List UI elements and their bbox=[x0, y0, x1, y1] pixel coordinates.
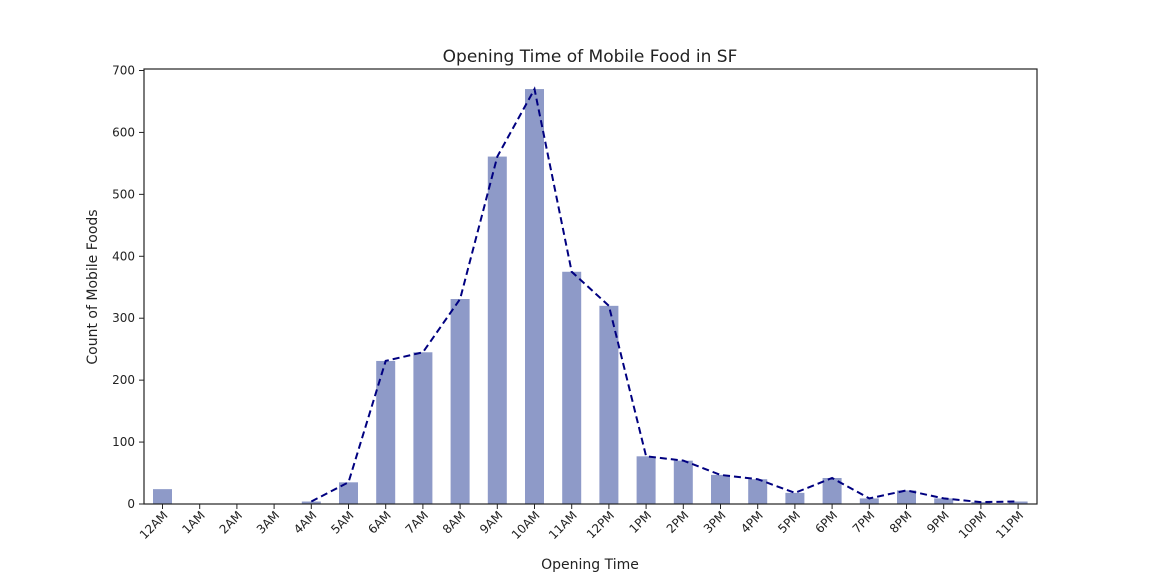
y-tick-label-100: 100 bbox=[112, 435, 135, 449]
x-tick-label-5PM: 5PM bbox=[775, 508, 803, 536]
x-tick-label-4PM: 4PM bbox=[738, 508, 766, 536]
bar-3PM bbox=[711, 474, 730, 504]
bar-4PM bbox=[748, 479, 768, 504]
x-tick-label-7PM: 7PM bbox=[850, 508, 878, 536]
bar-7PM bbox=[859, 498, 879, 504]
bars-group bbox=[153, 89, 1028, 504]
bar-6PM bbox=[822, 477, 842, 504]
x-tick-label-10PM: 10PM bbox=[956, 508, 989, 541]
x-tick-label-6PM: 6PM bbox=[812, 508, 840, 536]
bar-4AM bbox=[301, 501, 321, 504]
x-tick-label-2PM: 2PM bbox=[664, 508, 692, 536]
y-tick-label-700: 700 bbox=[112, 64, 135, 78]
x-tick-label-11PM: 11PM bbox=[993, 508, 1026, 541]
y-tick-label-600: 600 bbox=[112, 125, 135, 139]
bar-10AM bbox=[525, 89, 544, 504]
y-tick-label-200: 200 bbox=[112, 373, 135, 387]
x-tick-label-1AM: 1AM bbox=[179, 508, 207, 536]
bar-2PM bbox=[673, 460, 693, 504]
x-axis-label: Opening Time bbox=[541, 557, 639, 573]
bar-6AM bbox=[376, 360, 396, 504]
bar-5PM bbox=[785, 492, 805, 504]
x-tick-label-12AM: 12AM bbox=[137, 508, 171, 542]
trend-line bbox=[310, 86, 1019, 504]
x-tick-label-12PM: 12PM bbox=[584, 508, 617, 541]
bar-11AM bbox=[562, 271, 582, 504]
x-tick-label-10AM: 10AM bbox=[509, 508, 543, 542]
line-group bbox=[310, 86, 1019, 504]
bar-7AM bbox=[413, 352, 433, 504]
x-tick-label-3AM: 3AM bbox=[254, 508, 282, 536]
x-tick-label-11AM: 11AM bbox=[546, 508, 580, 542]
x-tick-label-3PM: 3PM bbox=[701, 508, 729, 536]
y-tick-label-0: 0 bbox=[127, 497, 135, 511]
x-tick-label-1PM: 1PM bbox=[626, 508, 654, 536]
bar-9PM bbox=[934, 498, 954, 504]
y-tick-label-500: 500 bbox=[112, 187, 135, 201]
bar-8AM bbox=[450, 299, 470, 504]
x-tick-label-4AM: 4AM bbox=[291, 508, 319, 536]
y-tick-label-300: 300 bbox=[112, 311, 135, 325]
x-tick-label-7AM: 7AM bbox=[403, 508, 431, 536]
y-tick-label-400: 400 bbox=[112, 249, 135, 263]
bar-1PM bbox=[636, 456, 656, 504]
x-tick-label-8AM: 8AM bbox=[440, 508, 468, 536]
x-tick-label-6AM: 6AM bbox=[365, 508, 393, 536]
bar-12PM bbox=[599, 305, 619, 504]
x-axis: 12AM 1AM 2AM 3AM 4AM 5AM 6AM 7AM 8AM 9AM 10AM 11AM 1… bbox=[137, 504, 1026, 542]
y-axis: 0 100 200 300 400 500 600 700 bbox=[112, 64, 144, 511]
bar-9AM bbox=[487, 156, 507, 504]
bar-12AM bbox=[153, 489, 172, 504]
x-tick-label-8PM: 8PM bbox=[887, 508, 915, 536]
x-tick-label-9AM: 9AM bbox=[477, 508, 505, 536]
x-tick-label-9PM: 9PM bbox=[924, 508, 952, 536]
bar-11PM bbox=[1008, 501, 1028, 504]
plot-frame bbox=[143, 68, 1038, 505]
bar-5AM bbox=[339, 482, 358, 504]
bar-8PM bbox=[897, 490, 916, 504]
x-tick-label-5AM: 5AM bbox=[328, 508, 356, 536]
chart-title: Opening Time of Mobile Food in SF bbox=[443, 47, 738, 67]
y-axis-label: Count of Mobile Foods bbox=[85, 209, 101, 364]
x-tick-label-2AM: 2AM bbox=[217, 508, 245, 536]
